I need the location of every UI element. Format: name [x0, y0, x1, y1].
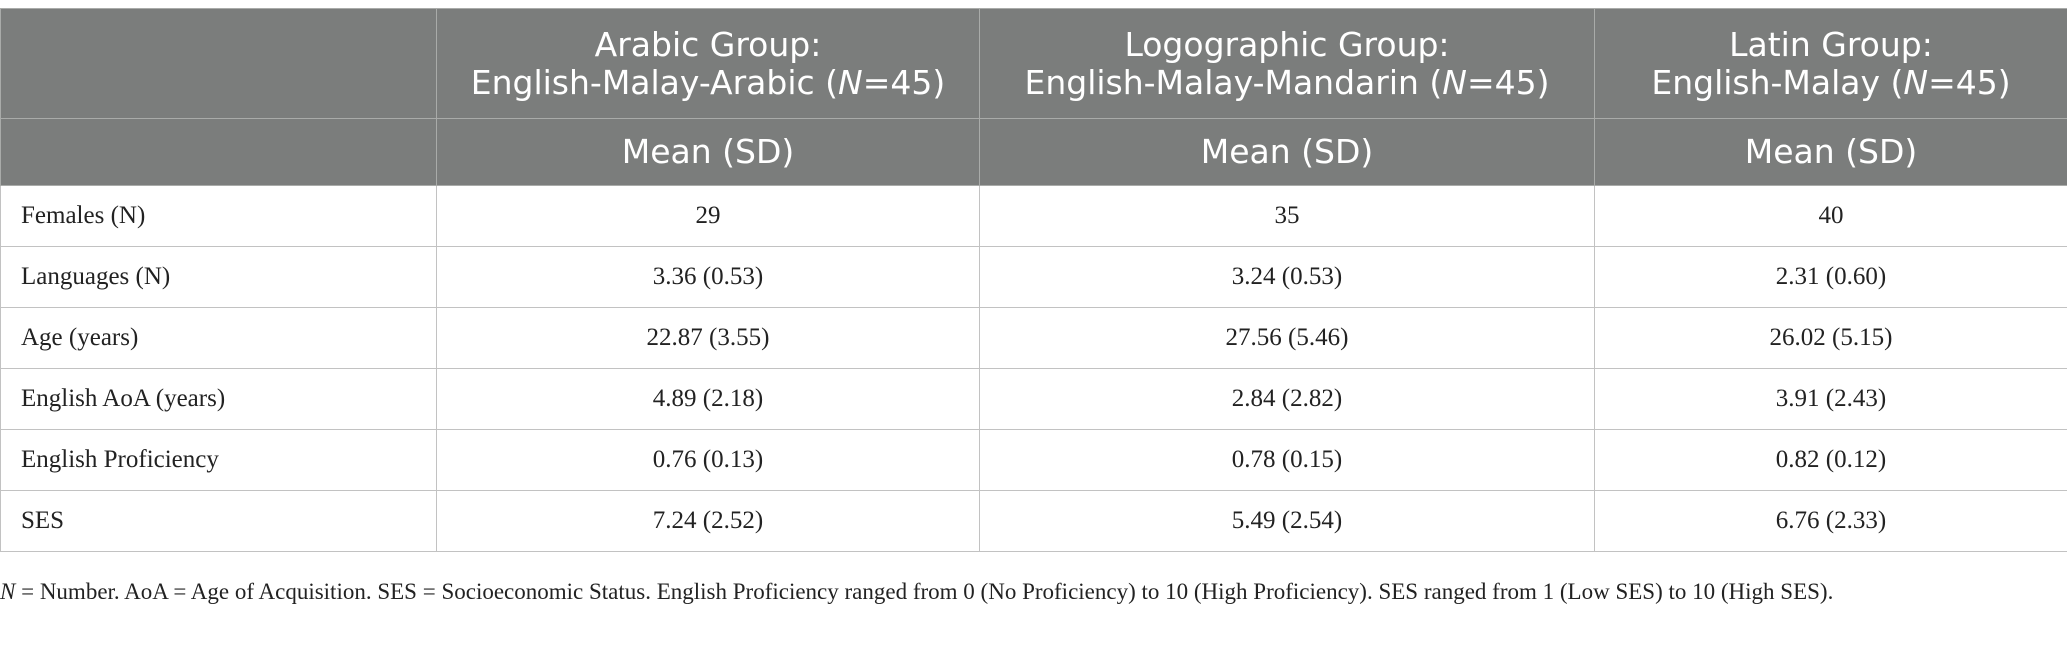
demographics-table: Arabic Group: English-Malay-Arabic (N=45… [0, 8, 2067, 552]
table-row: English Proficiency 0.76 (0.13) 0.78 (0.… [0, 429, 2067, 491]
header-corner-cell [0, 8, 437, 119]
header-group-name: Latin Group: [1729, 24, 1933, 64]
header-latin-group: Latin Group: English-Malay (N=45) [1594, 8, 2067, 119]
table-row: Age (years) 22.87 (3.55) 27.56 (5.46) 26… [0, 307, 2067, 369]
table-row: SES 7.24 (2.52) 5.49 (2.54) 6.76 (2.33) [0, 490, 2067, 552]
header-stat-row: Mean (SD) Mean (SD) Mean (SD) [0, 118, 2067, 186]
header-stat-label: Mean (SD) [436, 118, 980, 186]
table-header: Arabic Group: English-Malay-Arabic (N=45… [0, 8, 2067, 186]
header-group-name: Logographic Group: [1124, 24, 1450, 64]
header-logographic-group: Logographic Group: English-Malay-Mandari… [979, 8, 1595, 119]
row-label: English AoA (years) [0, 368, 437, 430]
header-group-detail: English-Malay (N=45) [1651, 62, 2011, 102]
row-label: English Proficiency [0, 429, 437, 491]
table-row: English AoA (years) 4.89 (2.18) 2.84 (2.… [0, 368, 2067, 430]
cell-value: 2.31 (0.60) [1594, 246, 2067, 308]
n-variable: N [838, 62, 863, 102]
table-body: Females (N) 29 35 40 Languages (N) 3.36 … [0, 185, 2067, 552]
footnote-text: = Number. AoA = Age of Acquisition. SES … [15, 579, 1834, 604]
row-label: Females (N) [0, 185, 437, 247]
header-stat-corner-cell [0, 118, 437, 186]
cell-value: 2.84 (2.82) [979, 368, 1595, 430]
cell-value: 6.76 (2.33) [1594, 490, 2067, 552]
cell-value: 29 [436, 185, 980, 247]
cell-value: 3.91 (2.43) [1594, 368, 2067, 430]
cell-value: 22.87 (3.55) [436, 307, 980, 369]
row-label: Age (years) [0, 307, 437, 369]
n-variable: N [1442, 62, 1467, 102]
header-group-detail: English-Malay-Arabic (N=45) [470, 62, 946, 102]
cell-value: 0.78 (0.15) [979, 429, 1595, 491]
header-stat-label: Mean (SD) [979, 118, 1595, 186]
header-arabic-group: Arabic Group: English-Malay-Arabic (N=45… [436, 8, 980, 119]
cell-value: 3.36 (0.53) [436, 246, 980, 308]
cell-value: 3.24 (0.53) [979, 246, 1595, 308]
table-row: Females (N) 29 35 40 [0, 185, 2067, 247]
cell-value: 7.24 (2.52) [436, 490, 980, 552]
table-footnote: N = Number. AoA = Age of Acquisition. SE… [0, 579, 2067, 605]
cell-value: 0.76 (0.13) [436, 429, 980, 491]
n-variable: N [1903, 62, 1929, 102]
row-label: SES [0, 490, 437, 552]
header-group-name: Arabic Group: [594, 24, 822, 64]
cell-value: 40 [1594, 185, 2067, 247]
footnote-n-variable: N [0, 579, 16, 604]
cell-value: 4.89 (2.18) [436, 368, 980, 430]
header-group-detail: English-Malay-Mandarin (N=45) [1024, 62, 1550, 102]
cell-value: 27.56 (5.46) [979, 307, 1595, 369]
cell-value: 35 [979, 185, 1595, 247]
header-group-row: Arabic Group: English-Malay-Arabic (N=45… [0, 8, 2067, 119]
table-row: Languages (N) 3.36 (0.53) 3.24 (0.53) 2.… [0, 246, 2067, 308]
demographics-table-container: Arabic Group: English-Malay-Arabic (N=45… [0, 8, 2067, 552]
cell-value: 26.02 (5.15) [1594, 307, 2067, 369]
cell-value: 5.49 (2.54) [979, 490, 1595, 552]
cell-value: 0.82 (0.12) [1594, 429, 2067, 491]
row-label: Languages (N) [0, 246, 437, 308]
header-stat-label: Mean (SD) [1594, 118, 2067, 186]
